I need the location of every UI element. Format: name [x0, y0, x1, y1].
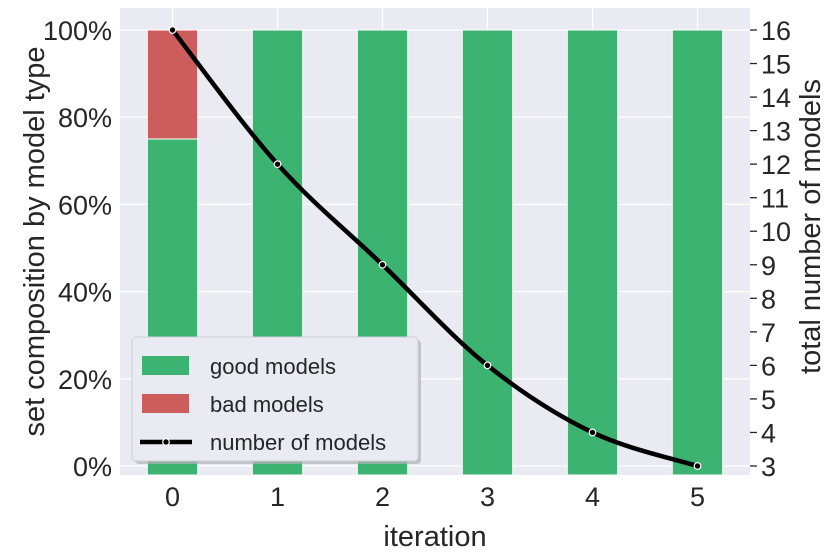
line-series	[168, 26, 702, 470]
legend: good models bad models number of models	[131, 336, 421, 464]
y2-tick-label: 8	[761, 284, 776, 314]
y2-tick-label: 15	[761, 50, 791, 80]
y2-tick-label: 16	[761, 16, 791, 46]
bar-good-models-4	[566, 29, 619, 476]
line-point-1	[273, 160, 282, 169]
y-tick-label: 80%	[58, 103, 112, 133]
x-tick-label: 0	[165, 482, 180, 512]
bar-good-models-3	[461, 29, 514, 476]
y-tick-label: 60%	[58, 190, 112, 220]
y-axis-label: set composition by model type	[19, 46, 51, 436]
y-tick-label: 100%	[43, 16, 112, 46]
line-point-5	[693, 462, 702, 470]
y2-tick-label: 12	[761, 150, 791, 180]
x-axis-label: iteration	[383, 521, 486, 553]
y-tick-label: 40%	[58, 278, 112, 308]
legend-swatch-marker	[162, 438, 170, 446]
y2-tick-label: 9	[761, 251, 776, 281]
legend-box	[131, 336, 419, 462]
y2-tick-label: 3	[761, 452, 776, 482]
x-tick-label: 2	[375, 482, 390, 512]
legend-swatch-good-models	[142, 356, 189, 375]
x-tick-label: 3	[480, 482, 495, 512]
y-tick-label: 20%	[58, 365, 112, 395]
legend-label: number of models	[210, 430, 386, 455]
line-point-4	[588, 428, 597, 437]
legend-swatch-bad-models	[142, 394, 189, 413]
legend-label: bad models	[210, 392, 324, 417]
y2-tick-label: 5	[761, 385, 776, 415]
y2-tick-label: 13	[761, 117, 791, 147]
x-tick-label: 4	[585, 482, 600, 512]
line-point-3	[483, 361, 492, 370]
line-point-2	[378, 260, 387, 269]
x-tick-label: 5	[690, 482, 705, 512]
x-tick-label: 1	[270, 482, 285, 512]
line-point-0	[168, 26, 177, 34]
y2-tick-label: 7	[761, 318, 776, 348]
y2-tick-label: 10	[761, 217, 791, 247]
x-axis-ticks: 0 1 2 3 4 5	[165, 482, 705, 512]
left-axis-ticks: 0% 20% 40% 60% 80% 100%	[43, 16, 112, 482]
legend-label: good models	[210, 354, 336, 379]
bar-bad-models-0	[146, 29, 199, 140]
bar-good-models-5	[671, 29, 724, 476]
y2-tick-label: 14	[761, 83, 791, 113]
y-tick-label: 0%	[73, 452, 112, 482]
y2-tick-label: 6	[761, 351, 776, 381]
y2-tick-label: 11	[761, 184, 789, 214]
y2-axis-label: total number of models	[795, 79, 827, 374]
y2-tick-label: 4	[761, 418, 776, 448]
